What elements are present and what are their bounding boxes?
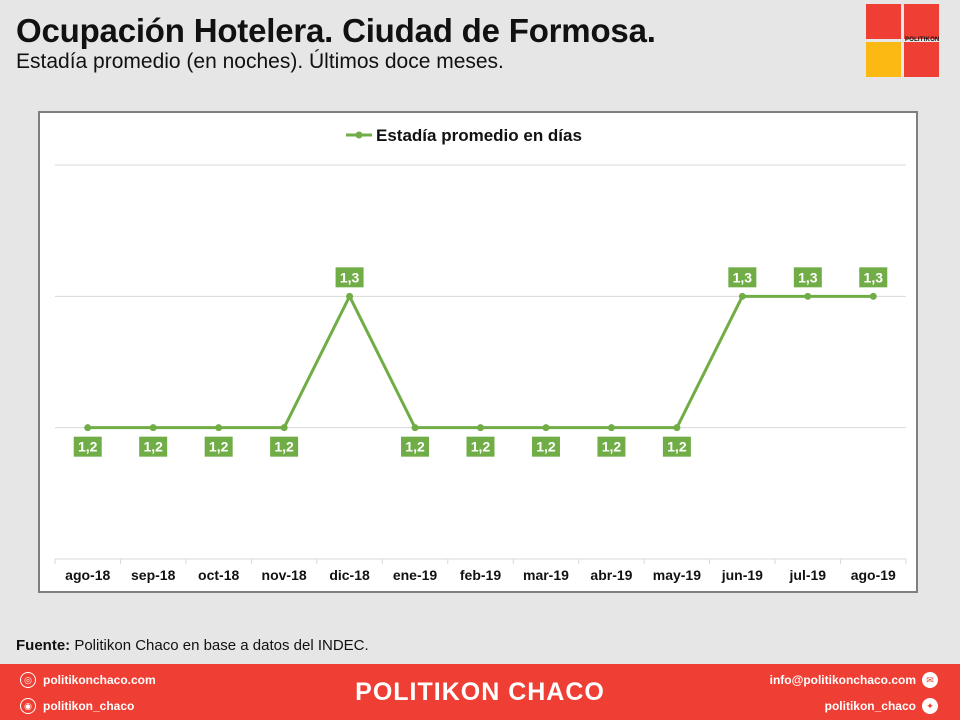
data-point [738,292,746,300]
data-label: 1,2 [471,439,491,455]
data-label-box [466,436,495,457]
footer-bar: ◎ politikonchaco.com ◉ politikon_chaco P… [0,664,960,720]
x-tick-label: ene-19 [393,567,438,583]
x-tick-label: may-19 [653,567,701,583]
footer-instagram[interactable]: ◉ politikon_chaco [20,698,134,714]
page-subtitle: Estadía promedio (en noches). Últimos do… [16,50,504,73]
chart-container: ago-18 sep-18 oct-18 nov-18 dic-18 ene-19 feb-… [38,111,918,593]
footer-twitter-text: politikon_chaco [824,699,916,713]
politikon-logo-icon: POLITIKON [866,4,940,78]
data-label: 1,2 [78,439,98,455]
footer-website-text: politikonchaco.com [43,673,156,687]
x-tick-label: oct-18 [198,567,239,583]
data-label: 1,3 [340,269,360,285]
footer-brand: POLITIKON CHACO [355,678,605,706]
footer-email[interactable]: info@politikonchaco.com ✉ [770,672,938,688]
data-label-box [597,436,626,457]
x-tick-label: ago-18 [65,567,110,583]
page-title: Ocupación Hotelera. Ciudad de Formosa. [16,12,656,49]
x-tick-label: abr-19 [590,567,632,583]
data-point [607,424,615,432]
data-label-box [204,436,233,457]
data-label-box [335,267,364,288]
x-tick-label: jul-19 [789,567,827,583]
data-label: 1,2 [209,439,229,455]
x-tick-label: feb-19 [460,567,501,583]
logo-square-bottom-left [866,42,901,77]
footer-twitter[interactable]: politikon_chaco ✦ [825,698,938,714]
data-label: 1,2 [274,439,294,455]
legend-marker [355,131,363,139]
data-label: 1,2 [405,439,425,455]
data-label-box [139,436,168,457]
logo-square-bottom-right [904,42,939,77]
data-point [869,292,877,300]
instagram-icon: ◉ [20,698,36,714]
logo-text: POLITIKON [905,37,940,43]
x-tick-label: dic-18 [329,567,370,583]
data-point [84,424,92,432]
data-label-box [531,436,560,457]
source-label: Fuente: [16,637,71,654]
legend-entry: Estadía promedio en días [376,126,582,145]
footer-website[interactable]: ◎ politikonchaco.com [20,672,156,688]
data-point [280,424,288,432]
data-label-box [73,436,102,457]
data-point [215,424,223,432]
data-label-box [270,436,299,457]
x-tick-label: sep-18 [131,567,176,583]
mail-icon: ✉ [922,672,938,688]
data-label: 1,2 [143,439,163,455]
footer-email-text: info@politikonchaco.com [769,673,916,687]
data-label-box [662,436,691,457]
data-label: 1,2 [667,439,687,455]
x-tick-label: nov-18 [262,567,307,583]
footer-instagram-text: politikon_chaco [43,699,135,713]
data-label-box [859,267,888,288]
data-label: 1,2 [602,439,622,455]
data-label-box [401,436,430,457]
data-point [542,424,550,432]
data-label-box [728,267,757,288]
logo-square-top-right [904,4,939,39]
x-tick-label: mar-19 [523,567,569,583]
data-point [477,424,484,432]
data-label: 1,2 [536,439,556,455]
data-point [411,424,419,432]
line-chart: ago-18 sep-18 oct-18 nov-18 dic-18 ene-19 feb-… [54,126,907,583]
data-point [673,424,681,432]
x-tick-label: jun-19 [721,567,763,583]
source-text: Politikon Chaco en base a datos del INDE… [70,637,369,654]
x-tick-label: ago-19 [851,567,896,583]
data-point [346,292,354,300]
globe-icon: ◎ [20,672,36,688]
twitter-icon: ✦ [922,698,938,714]
data-point [149,424,157,432]
logo-square-top-left [866,4,901,39]
data-label: 1,3 [733,269,753,285]
data-label: 1,3 [864,269,884,285]
data-label: 1,3 [798,269,818,285]
source-note: Fuente: Politikon Chaco en base a datos … [16,637,369,654]
data-point [804,292,812,300]
data-label-box [793,267,822,288]
series-line [87,294,874,430]
